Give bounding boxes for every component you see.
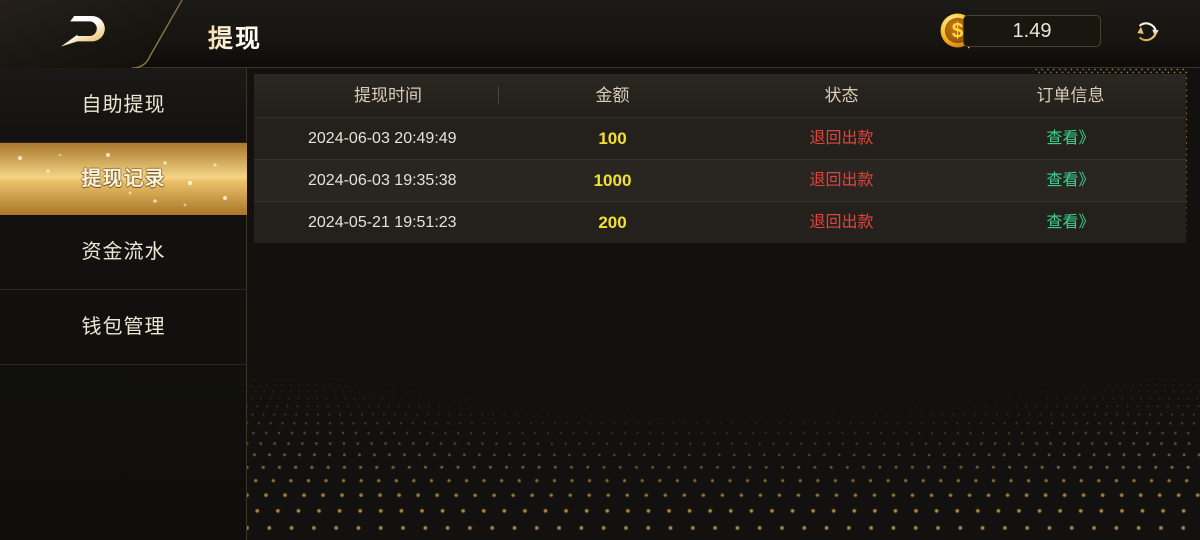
svg-text:$: $	[952, 19, 964, 42]
